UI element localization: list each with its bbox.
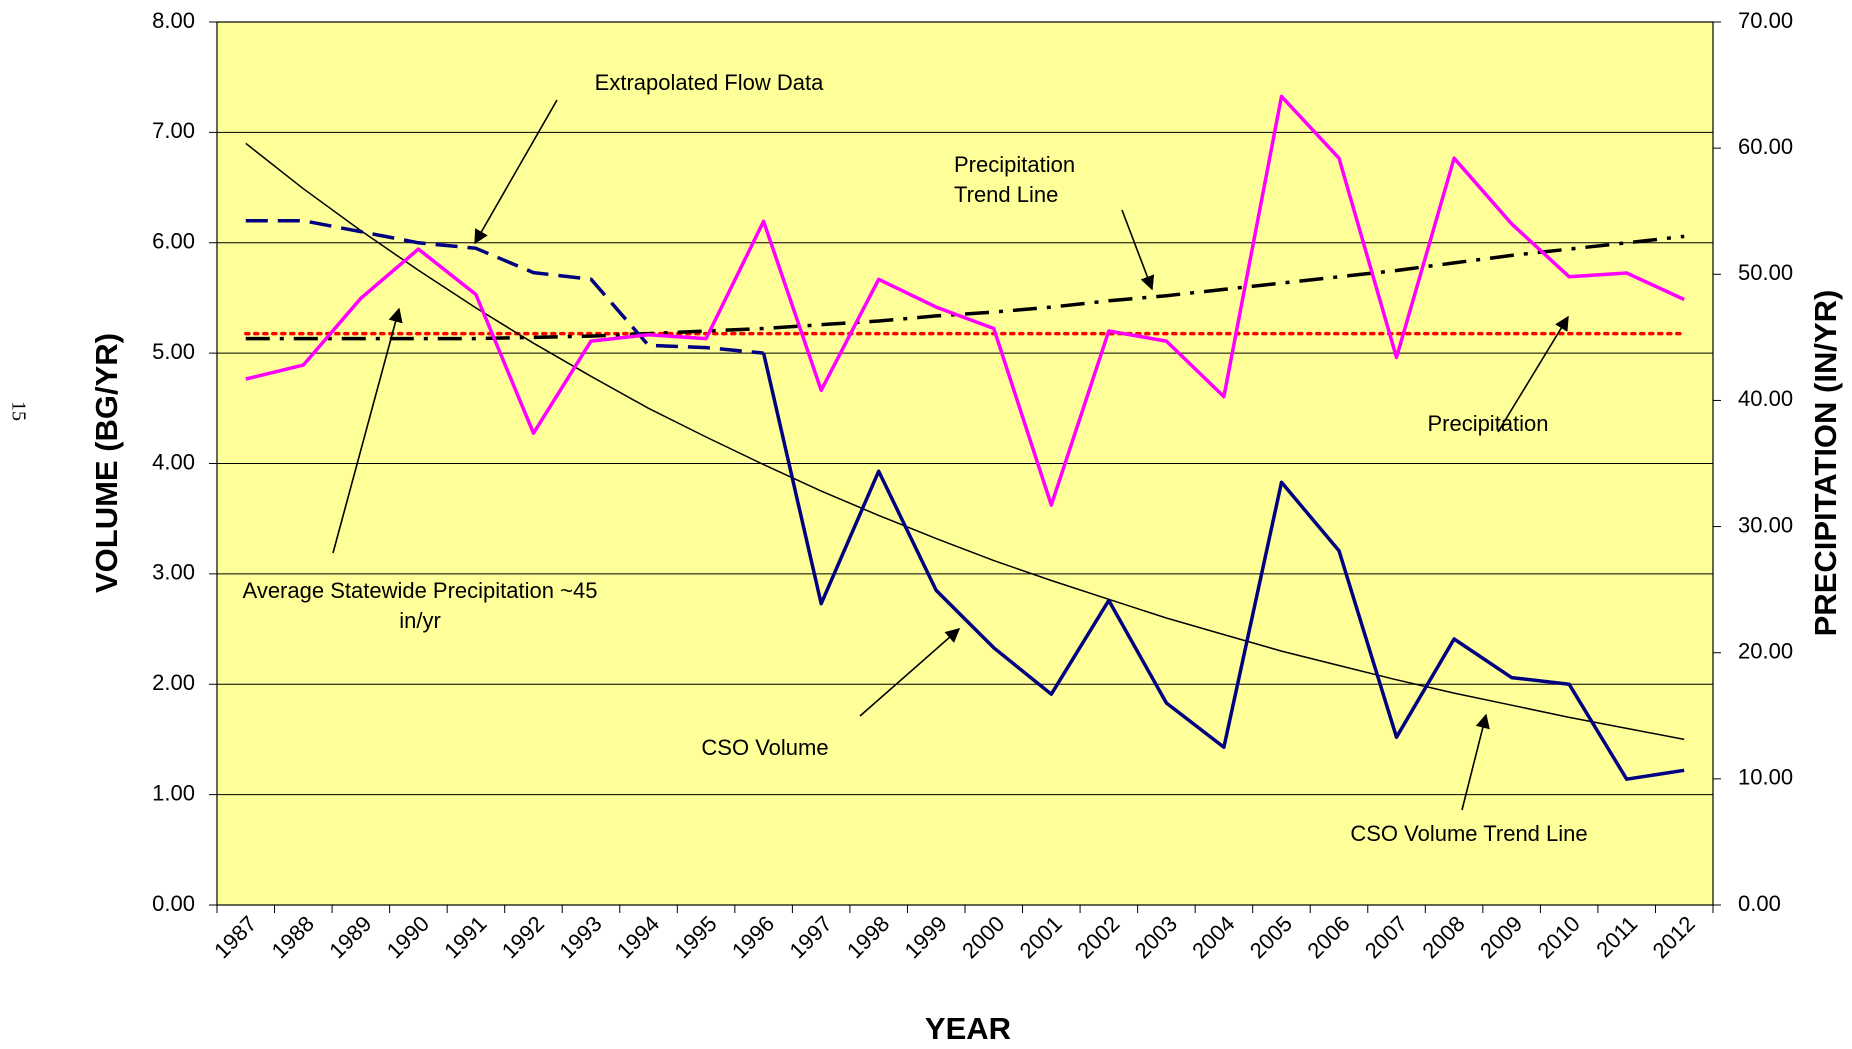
y-axis-title: VOLUME (BG/YR) [89,333,124,593]
x-tick-label: 2002 [1072,911,1124,963]
x-tick-label: 1997 [785,911,837,963]
x-tick-label: 2009 [1475,911,1527,963]
page-number: 15 [7,401,29,421]
x-tick-label: 1994 [612,911,664,963]
y2-tick-label: 10.00 [1738,765,1793,790]
y-tick-label: 4.00 [152,449,195,474]
series-line [245,234,1685,341]
series-line [245,218,764,355]
y-tick-label: 0.00 [152,891,195,916]
y2-tick-label: 70.00 [1738,8,1793,33]
annotation: CSO Volume Trend Line [1350,821,1588,846]
x-tick-label: 1993 [554,911,606,963]
y2-tick-label: 50.00 [1738,260,1793,285]
x-tick-label: 2007 [1360,911,1412,963]
annotation: Average Statewide Precipitation ~45 in/y… [242,578,598,633]
x-tick-label: 2000 [957,911,1009,963]
x-tick-label: 1987 [209,911,261,963]
x-tick-label: 1990 [382,911,434,963]
y2-tick-label: 0.00 [1738,891,1781,916]
annotation: CSO Volume [701,735,829,760]
y-tick-label: 3.00 [152,560,195,585]
x-tick-label: 1995 [669,911,721,963]
y-tick-label: 6.00 [152,229,195,254]
x-tick-label: 1998 [842,911,894,963]
x-tick-label: 2012 [1648,911,1700,963]
y2-tick-label: 30.00 [1738,512,1793,537]
x-tick-label: 1989 [324,911,376,963]
y2-tick-label: 20.00 [1738,639,1793,664]
x-tick-label: 1992 [497,911,549,963]
x-tick-label: 2003 [1130,911,1182,963]
annotation: Extrapolated Flow Data [594,70,824,95]
y2-axis-title: PRECIPITATION (IN/YR) [1808,290,1843,637]
x-tick-label: 2008 [1417,911,1469,963]
y2-tick-label: 60.00 [1738,134,1793,159]
annotation: Precipitation [1427,411,1549,436]
x-axis-title: YEAR [925,1011,1011,1046]
x-tick-label: 1991 [439,911,491,963]
y-tick-label: 7.00 [152,118,195,143]
series-line [245,94,1685,507]
x-tick-label: 1996 [727,911,779,963]
arrow [859,628,961,717]
series-line [761,352,1685,781]
y-tick-label: 5.00 [152,339,195,364]
arrow [474,99,558,245]
arrow [1497,315,1569,433]
x-tick-label: 1999 [900,911,952,963]
x-tick-label: 2006 [1302,911,1354,963]
y-tick-label: 2.00 [152,670,195,695]
x-tick-label: 2005 [1245,911,1297,963]
x-tick-label: 2010 [1533,911,1585,963]
y-tick-label: 8.00 [152,8,195,33]
y2-tick-label: 40.00 [1738,386,1793,411]
x-tick-label: 1988 [267,911,319,963]
annotation: Precipitation Trend Line [954,152,1076,207]
arrows [332,99,1569,811]
x-tick-label: 2004 [1187,911,1239,963]
y-tick-label: 1.00 [152,780,195,805]
x-tick-label: 2001 [1015,911,1067,963]
arrow [1121,209,1155,291]
x-tick-label: 2011 [1591,911,1642,962]
arrow [1461,713,1490,811]
series-lines [244,94,1686,781]
arrow [332,307,403,554]
